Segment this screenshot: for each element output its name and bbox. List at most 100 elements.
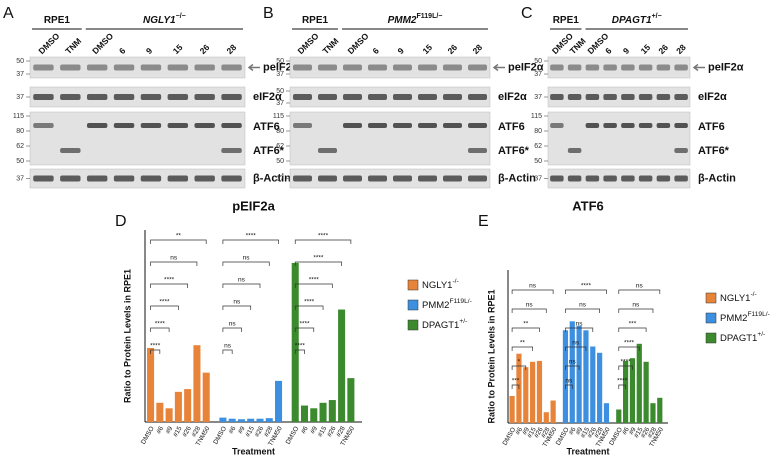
row-label: β-Actin — [253, 172, 291, 184]
significance-bracket — [565, 308, 600, 313]
significance-label: **** — [318, 233, 329, 240]
band — [674, 94, 688, 100]
significance-bracket — [565, 384, 573, 389]
x-tick-label: #28 — [647, 426, 659, 439]
x-tick-label: DMSO — [285, 425, 301, 445]
band — [656, 64, 671, 71]
band — [368, 123, 387, 128]
significance-bracket — [294, 349, 305, 354]
significance-label: **** — [150, 343, 161, 350]
legend-label-main: DPAGT1 — [720, 333, 757, 344]
significance-label: ns — [576, 321, 584, 328]
significance-bracket — [565, 346, 587, 351]
significance-label: ns — [526, 302, 534, 309]
x-tick-label: #26 — [533, 426, 545, 439]
panel-letter: D — [115, 213, 127, 230]
significance-bracket — [511, 308, 547, 313]
significance-bracket — [150, 305, 179, 310]
marker-label: 37 — [534, 71, 542, 78]
row-label: eIF2α — [253, 91, 282, 103]
legend-label: DPAGT1+/- — [422, 318, 467, 331]
x-axis-label: Treatment — [232, 446, 275, 456]
band — [674, 175, 688, 182]
band — [567, 94, 582, 100]
chart-title: ATF6 — [572, 198, 604, 213]
marker-label: 80 — [276, 128, 284, 135]
bar — [576, 325, 582, 423]
band — [140, 175, 162, 182]
bar — [636, 343, 642, 423]
row-label: ATF6 — [498, 121, 525, 133]
significance-bracket — [511, 384, 520, 389]
x-tick-label: DMSO — [502, 426, 518, 446]
band — [33, 175, 54, 182]
lane-label: 26 — [198, 42, 212, 56]
marker-label: 115 — [531, 113, 542, 120]
row-label: ATF6 — [253, 121, 280, 133]
marker-label: 50 — [16, 158, 24, 165]
lane-label: 28 — [674, 42, 688, 56]
band — [656, 175, 671, 182]
significance-bracket — [618, 346, 640, 351]
significance-bracket — [150, 239, 207, 244]
lane-label: DMSO — [295, 31, 320, 56]
band — [603, 94, 617, 100]
band — [221, 148, 242, 153]
group-label-superscript: +/− — [652, 13, 662, 20]
band — [621, 64, 635, 71]
significance-bracket — [294, 305, 324, 310]
significance-label: ns — [243, 255, 251, 262]
significance-bracket — [150, 327, 170, 332]
band — [113, 175, 135, 182]
legend-label-superscript: -/- — [750, 291, 756, 298]
bar — [650, 403, 656, 423]
band — [293, 175, 312, 182]
significance-label: **** — [159, 299, 170, 306]
legend-swatch — [407, 279, 419, 291]
significance-label: ns — [170, 255, 178, 262]
band — [674, 123, 688, 128]
blot-strip — [289, 56, 491, 79]
bar — [543, 412, 549, 423]
band — [60, 64, 81, 71]
bar — [202, 372, 210, 422]
lane-label: 26 — [656, 42, 670, 56]
group-label: RPE1 — [553, 15, 580, 26]
bar — [156, 402, 164, 422]
legend-label: PMM2F119L/- — [720, 311, 770, 324]
band — [221, 94, 242, 100]
group-label: DPAGT1+/− — [612, 13, 662, 26]
bar — [300, 405, 309, 422]
bar — [629, 358, 636, 423]
band — [167, 123, 189, 128]
significance-bracket — [294, 261, 342, 266]
marker-label: 37 — [534, 94, 542, 101]
significance-bracket — [222, 327, 242, 332]
significance-label: ns — [636, 283, 644, 290]
band — [418, 64, 437, 71]
x-tick-label: #6 — [514, 426, 524, 436]
band — [567, 64, 582, 71]
marker-label: 37 — [16, 71, 24, 78]
marker-label: 50 — [276, 88, 284, 95]
band — [638, 175, 653, 182]
x-tick-label: #28 — [191, 425, 203, 438]
group-label: RPE1 — [44, 15, 71, 26]
band — [221, 175, 242, 182]
band — [194, 175, 215, 182]
significance-label: **** — [155, 321, 166, 328]
band — [221, 64, 242, 71]
band — [140, 64, 162, 71]
significance-label: ** — [520, 340, 526, 347]
band — [318, 64, 337, 71]
bar — [184, 389, 192, 422]
band — [60, 94, 81, 100]
legend-swatch — [407, 299, 419, 311]
band — [393, 64, 412, 71]
x-axis-label: Treatment — [566, 446, 609, 456]
bar — [530, 361, 536, 423]
significance-bracket — [150, 349, 161, 354]
x-tick-label: #15 — [244, 425, 256, 438]
band — [194, 94, 215, 100]
significance-bracket — [222, 283, 261, 288]
